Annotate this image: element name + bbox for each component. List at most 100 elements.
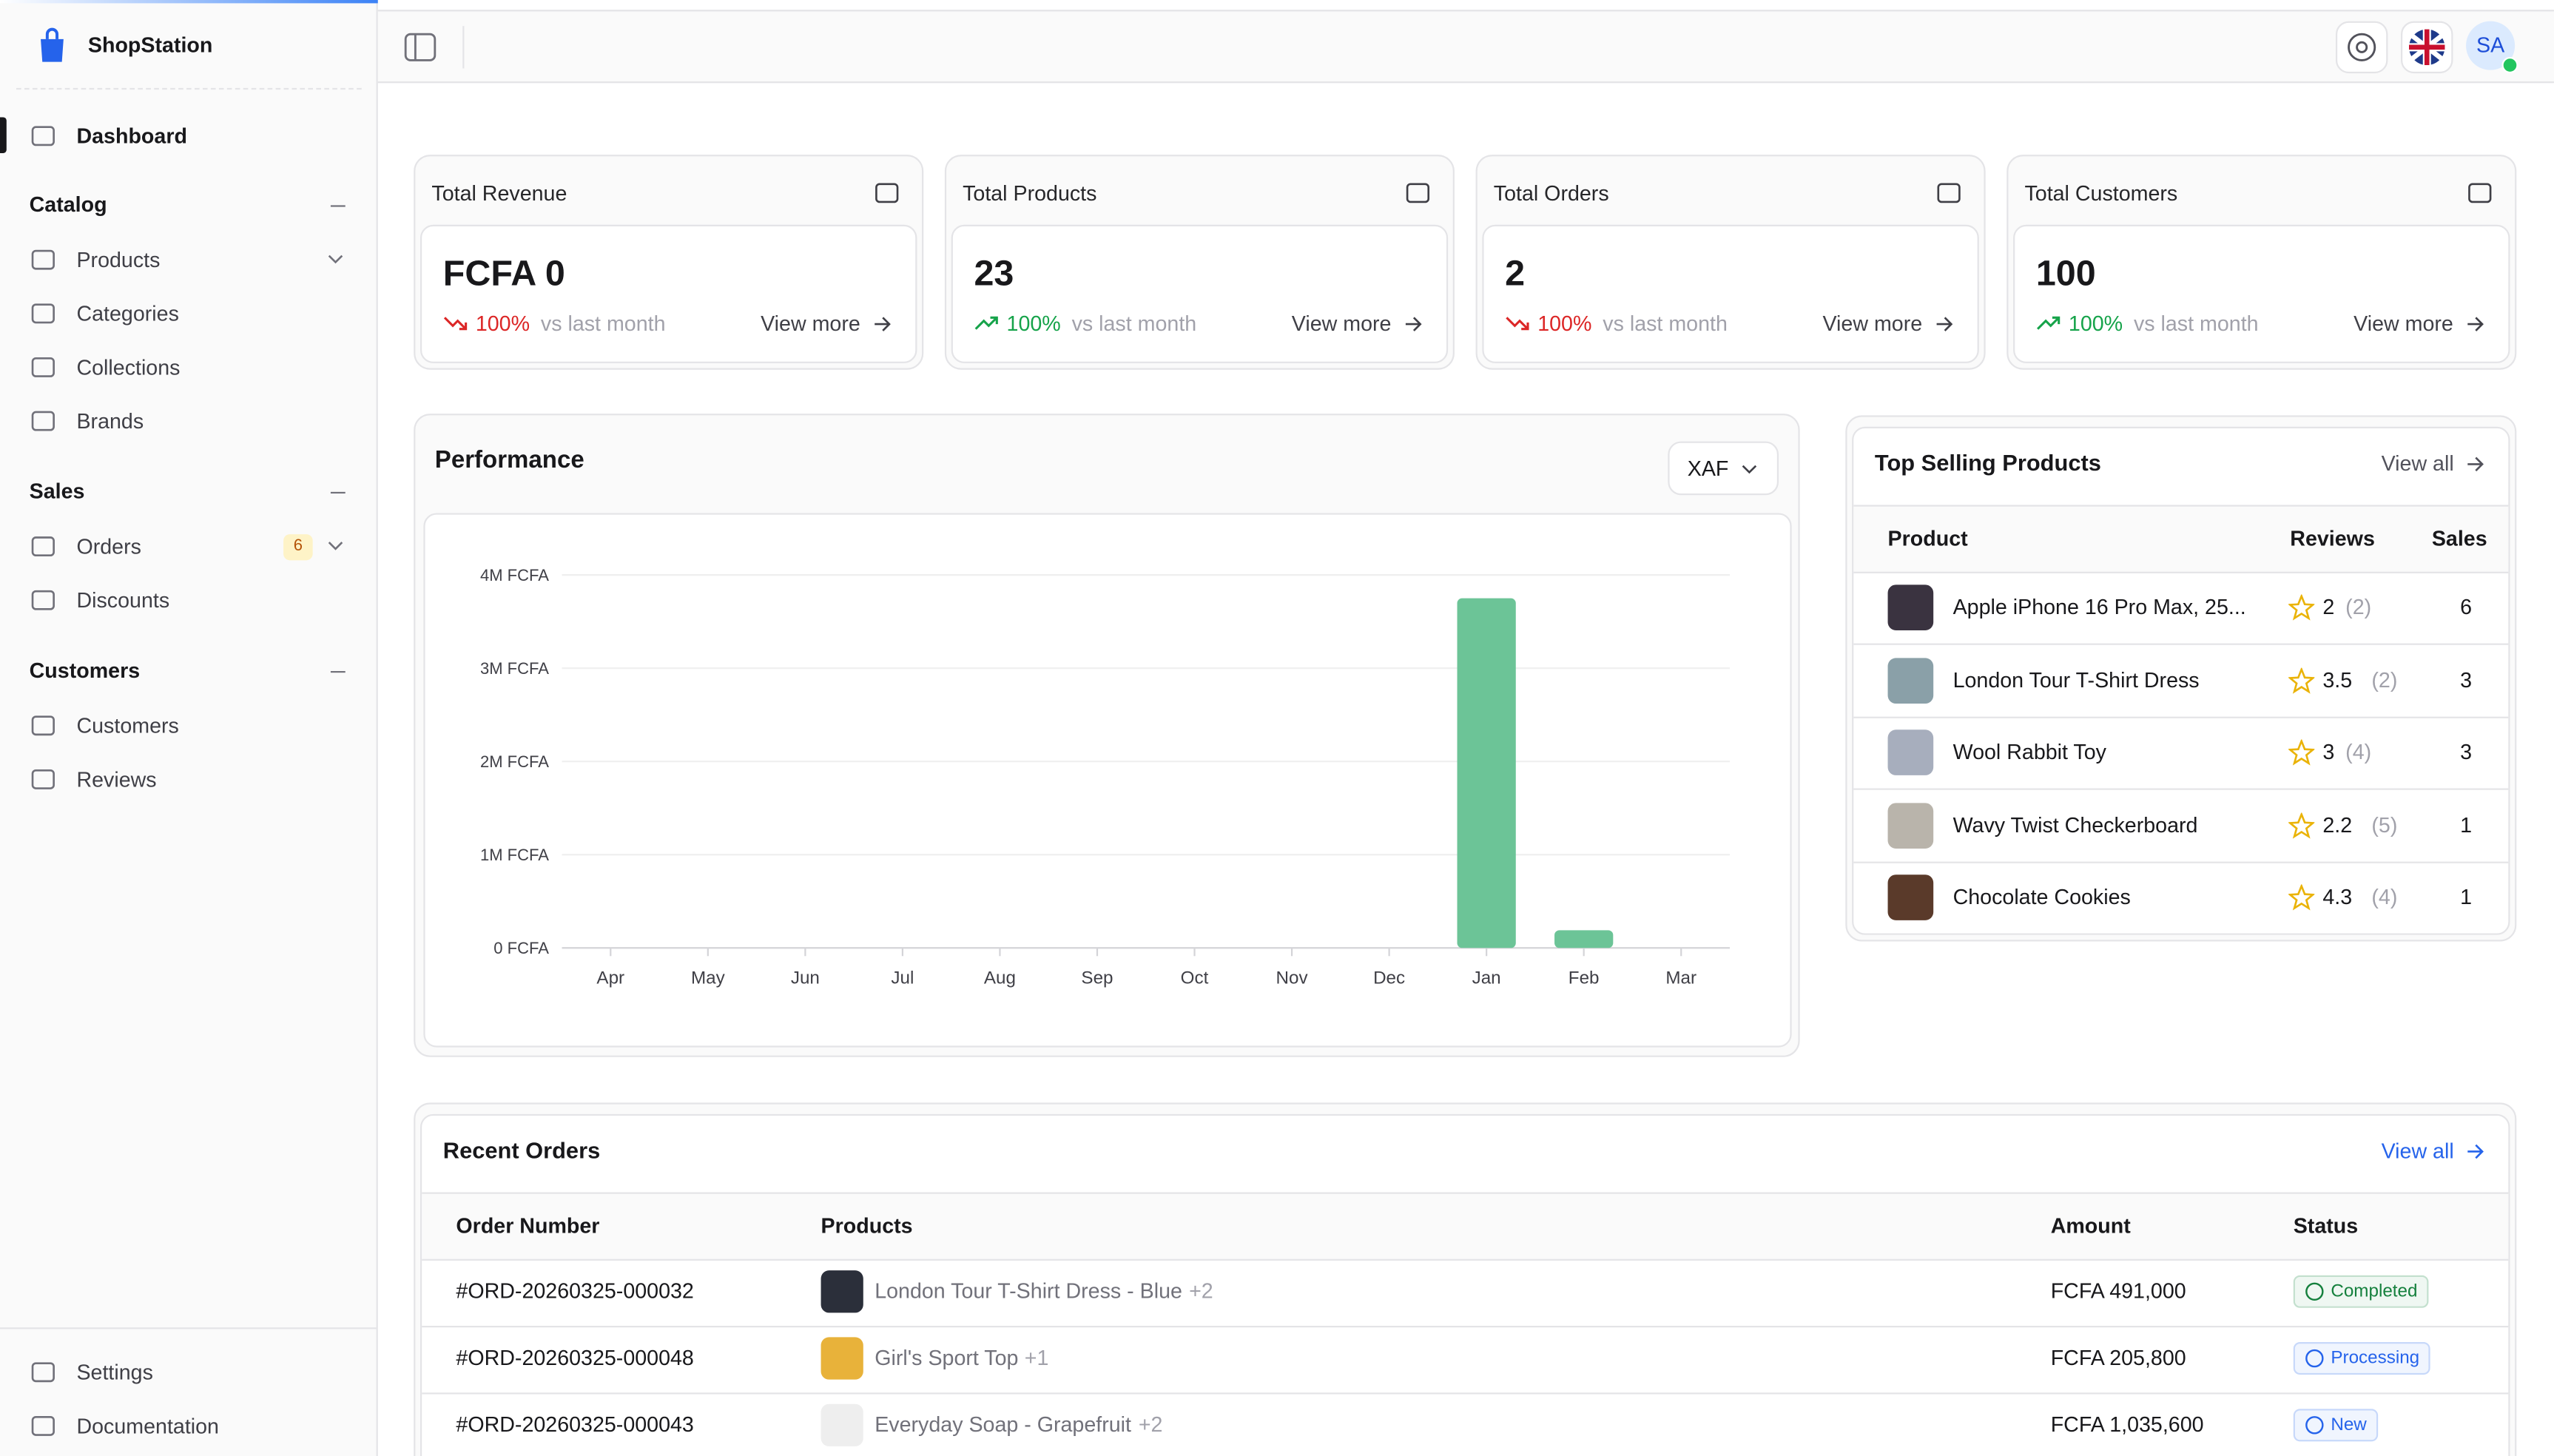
x-tick-label: Jun [791,968,820,988]
nav-icon [31,536,55,557]
nav-item[interactable]: Categories [76,301,179,326]
stat-change: 100% [2068,311,2123,336]
order-number[interactable]: #ORD-20260325-000032 [456,1278,694,1304]
x-tick-label: Oct [1181,968,1209,988]
star-icon [2288,884,2315,911]
column-header: Order Number [456,1213,600,1238]
collapse-icon[interactable] [330,671,346,673]
nav-icon [31,590,55,610]
sidebar-separator [0,1327,377,1329]
stat-inner [420,224,917,363]
star-icon [2288,739,2315,766]
order-number[interactable]: #ORD-20260325-000043 [456,1412,694,1437]
nav-icon [31,357,55,377]
view-all-link[interactable]: View all [2381,451,2454,476]
row-divider [1853,715,2509,718]
nav-icon [31,1415,55,1436]
column-header: Sales [2431,526,2487,551]
browser-button[interactable] [2335,21,2388,74]
order-amount: FCFA 1,035,600 [2050,1412,2204,1437]
star-icon [2288,812,2315,838]
column-header: Products [821,1213,913,1238]
product-thumb [821,1337,863,1380]
column-header: Reviews [2290,526,2375,551]
chart-title: Performance [434,446,584,474]
currency-value: XAF [1687,456,1729,481]
product-name[interactable]: London Tour T-Shirt Dress [1952,667,2200,692]
sales-count: 1 [2460,812,2473,837]
product-thumb [821,1270,863,1313]
product-name[interactable]: Wavy Twist Checkerboard [1952,812,2198,837]
order-product: Girl's Sport Top [875,1345,1019,1370]
nav-icon [31,715,55,736]
product-thumb [1887,802,1934,848]
column-header: Status [2293,1213,2359,1238]
loading-bar [0,0,378,4]
nav-item[interactable]: Documentation [76,1413,219,1438]
y-tick-label: 2M FCFA [480,752,549,771]
x-tick-label: Nov [1276,968,1309,988]
product-name[interactable]: Apple iPhone 16 Pro Max, 25... [1952,594,2246,619]
currency-select[interactable] [1668,441,1779,496]
language-button[interactable] [2401,21,2453,74]
y-tick-label: 4M FCFA [480,566,549,584]
nav-icon [31,1362,55,1383]
bar [1554,930,1614,948]
status-badge: Processing [2293,1342,2431,1375]
x-tick-label: Feb [1569,968,1600,988]
status-icon [2305,1416,2324,1435]
star-icon [2288,667,2315,693]
stat-value: 100 [2035,252,2096,294]
divider [462,26,465,69]
nav-item[interactable]: Discounts [76,587,170,613]
product-thumb [1887,657,1934,703]
stat-caption: vs last month [1603,311,1728,336]
stat-inner [1482,224,1979,363]
collapse-icon[interactable] [330,491,346,494]
trend-icon [2036,316,2061,330]
product-name[interactable]: Wool Rabbit Toy [1952,739,2106,764]
x-tick-label: Mar [1665,968,1697,988]
stat-change: 100% [1006,311,1061,336]
column-header: Product [1887,526,1968,551]
view-more-link[interactable]: View more [1822,311,1923,336]
order-more: +1 [1024,1345,1049,1370]
sales-count: 1 [2460,884,2473,909]
order-amount: FCFA 491,000 [2050,1278,2186,1304]
rating: 3.5 [2322,667,2353,692]
arrow-icon [875,317,891,331]
status-badge: New [2293,1409,2379,1442]
nav-item[interactable]: Collections [76,354,181,380]
product-thumb [1887,729,1934,775]
view-all-link[interactable]: View all [2381,1138,2454,1163]
rating: 2 [2322,594,2335,619]
product-thumb [821,1403,863,1446]
nav-item[interactable]: Customers [76,713,179,738]
product-thumb [1887,874,1934,920]
stat-icon [2468,183,2492,203]
nav-item[interactable]: Reviews [76,766,157,792]
nav-icon [31,126,55,146]
view-more-link[interactable]: View more [2353,311,2453,336]
view-more-link[interactable]: View more [761,311,860,336]
order-amount: FCFA 205,800 [2050,1345,2186,1370]
view-more-link[interactable]: View more [1291,311,1392,336]
stat-change: 100% [1537,311,1592,336]
nav-item[interactable]: Products [76,247,161,272]
nav-item[interactable]: Dashboard [76,124,187,149]
order-number[interactable]: #ORD-20260325-000048 [456,1345,694,1370]
nav-icon [31,249,55,270]
row-divider [1853,860,2509,863]
y-tick-label: 0 FCFA [493,939,549,957]
stat-caption: vs last month [540,311,666,336]
product-name[interactable]: Chocolate Cookies [1952,884,2131,909]
nav-item[interactable]: Brands [76,408,144,434]
nav-item[interactable]: Settings [76,1360,153,1385]
sidebar-toggle[interactable] [404,33,437,62]
stat-title: Total Orders [1493,181,1609,206]
nav-icon [31,303,55,324]
app-name: ShopStation [87,33,213,58]
stat-icon [1937,183,1961,203]
nav-item[interactable]: Orders [76,534,141,559]
collapse-icon[interactable] [330,205,346,207]
